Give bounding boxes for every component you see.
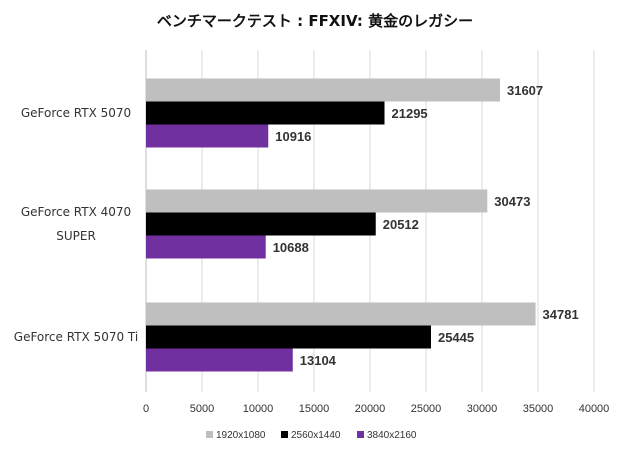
bar-2560x1440-0 bbox=[146, 101, 385, 125]
x-tick-label: 35000 bbox=[523, 403, 554, 415]
legend-label: 2560x1440 bbox=[291, 430, 341, 441]
bar-3840x2160-1 bbox=[146, 235, 266, 259]
x-tick-label: 15000 bbox=[299, 403, 330, 415]
legend-swatch bbox=[281, 431, 288, 438]
bar-1920x1080-2 bbox=[146, 302, 536, 326]
bar-3840x2160-0 bbox=[146, 124, 269, 148]
x-tick-label: 40000 bbox=[579, 403, 610, 415]
data-label: 13104 bbox=[300, 353, 337, 368]
legend-label: 3840x2160 bbox=[367, 430, 417, 441]
legend-label: 1920x1080 bbox=[216, 430, 266, 441]
category-label: GeForce RTX 4070 bbox=[21, 205, 131, 219]
category-label: GeForce RTX 5070 Ti bbox=[14, 330, 138, 344]
bar-1920x1080-1 bbox=[146, 189, 488, 213]
data-label: 10916 bbox=[275, 129, 311, 144]
legend-swatch bbox=[357, 431, 364, 438]
bar-series: 31607 21295 10916 30473 20512 10688 34781 25445… bbox=[146, 78, 579, 372]
x-tick-label: 10000 bbox=[243, 403, 274, 415]
data-label: 20512 bbox=[383, 217, 419, 232]
x-tick-label: 25000 bbox=[411, 403, 442, 415]
x-tick-label: 5000 bbox=[190, 403, 214, 415]
data-label: 25445 bbox=[438, 330, 474, 345]
x-tick-label: 20000 bbox=[355, 403, 386, 415]
x-tick-label: 30000 bbox=[467, 403, 498, 415]
category-labels: GeForce RTX 5070 GeForce RTX 4070 SUPER GeF… bbox=[14, 106, 138, 344]
data-label: 30473 bbox=[494, 194, 530, 209]
x-tick-label: 0 bbox=[143, 403, 149, 415]
x-axis: 0 5000 10000 15000 20000 25000 30000 35000 40000 bbox=[143, 403, 609, 415]
legend-swatch bbox=[206, 431, 213, 438]
bar-2560x1440-1 bbox=[146, 212, 376, 236]
data-label: 31607 bbox=[507, 83, 543, 98]
data-label: 10688 bbox=[273, 240, 309, 255]
data-label: 34781 bbox=[543, 307, 579, 322]
chart-title: ベンチマークテスト : FFXIV: 黄金のレガシー bbox=[157, 12, 473, 30]
bar-2560x1440-2 bbox=[146, 325, 431, 349]
category-label: SUPER bbox=[56, 229, 96, 243]
data-label: 21295 bbox=[392, 106, 428, 121]
bar-3840x2160-2 bbox=[146, 348, 293, 372]
category-label: GeForce RTX 5070 bbox=[21, 106, 131, 120]
bar-1920x1080-0 bbox=[146, 78, 500, 102]
legend: 1920x1080 2560x1440 3840x2160 bbox=[206, 430, 417, 441]
